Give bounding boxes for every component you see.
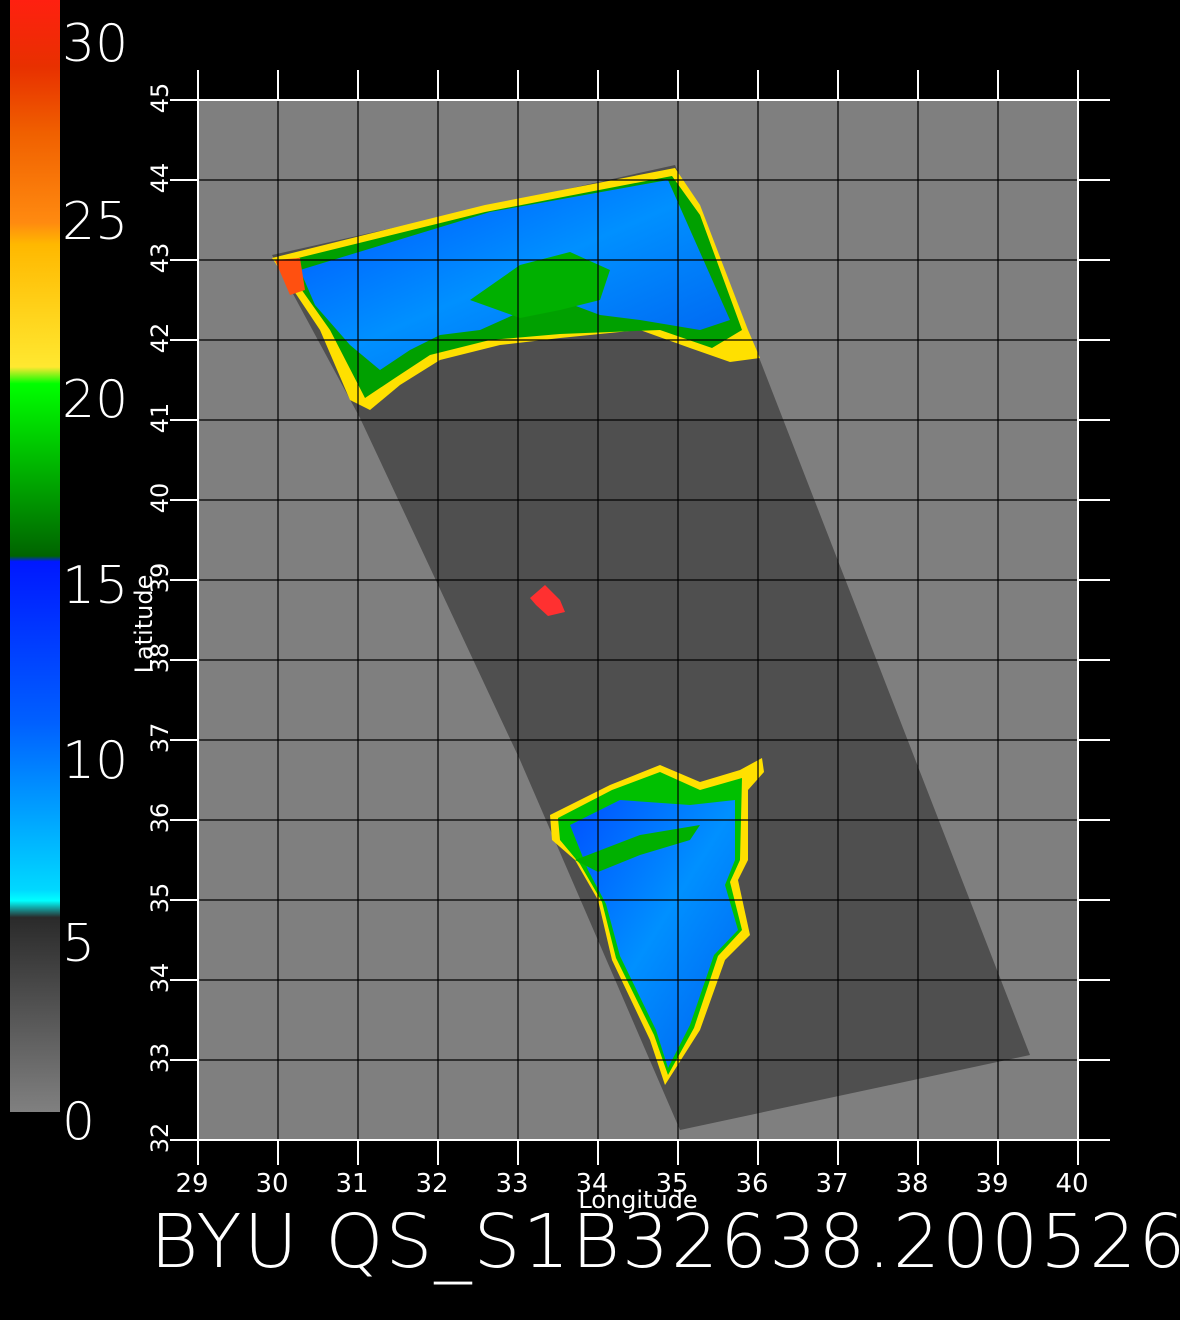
latitude-tick-label: 40 — [146, 483, 174, 514]
longitude-tick-label: 35 — [655, 1169, 688, 1199]
satellite-swath — [272, 165, 1030, 1130]
black-sea-wind-field — [272, 168, 760, 410]
latitude-tick-labels: 32 33 34 35 36 37 38 39 40 41 42 43 44 45 — [146, 83, 174, 1154]
latitude-tick-label: 36 — [146, 803, 174, 834]
mediterranean-wind-field — [550, 758, 764, 1085]
island-wind-patch — [530, 585, 565, 616]
colorbar-label-5: 5 — [62, 914, 96, 974]
longitude-tick-label: 39 — [975, 1169, 1008, 1199]
latitude-tick-label: 32 — [146, 1123, 174, 1154]
longitude-tick-label: 40 — [1055, 1169, 1088, 1199]
plot-frame — [170, 70, 1110, 1165]
latitude-tick-label: 34 — [146, 963, 174, 994]
latitude-tick-label: 39 — [146, 563, 174, 594]
y-axis-title: Latitude — [130, 575, 158, 674]
colorbar-label-15: 15 — [62, 556, 129, 616]
plot-area: 29 30 31 32 33 34 35 36 37 38 39 40 323334353637383… — [130, 70, 1110, 1214]
longitude-tick-labels: 29 30 31 32 33 34 35 36 37 38 39 40 — [175, 1169, 1088, 1199]
colorbar-label-30: 30 — [62, 14, 129, 74]
colorbar-label-20: 20 — [62, 370, 129, 430]
colorbar-label-10: 10 — [62, 731, 129, 791]
latitude-tick-label: 37 — [146, 723, 174, 754]
longitude-tick-label: 31 — [335, 1169, 368, 1199]
longitude-tick-label: 36 — [735, 1169, 768, 1199]
longitude-tick-label: 33 — [495, 1169, 528, 1199]
longitude-tick-label: 34 — [575, 1169, 608, 1199]
latitude-tick-label: 45 — [146, 83, 174, 114]
image-id-footer: BYU QS_S1B32638.200526 — [150, 1199, 1180, 1285]
latitude-tick-label: 38 — [146, 643, 174, 674]
plot-border — [197, 99, 1079, 1141]
latitude-tick-label: 41 — [146, 403, 174, 434]
colorbar-label-0: 0 — [62, 1092, 96, 1152]
longitude-tick-label: 32 — [415, 1169, 448, 1199]
colorbar-label-25: 25 — [62, 192, 129, 252]
longitude-tick-label: 37 — [815, 1169, 848, 1199]
colorbar — [10, 0, 60, 1112]
latitude-tick-label: 43 — [146, 243, 174, 274]
latitude-tick-label: 44 — [146, 163, 174, 194]
latitude-tick-label: 35 — [146, 883, 174, 914]
longitude-tick-label: 38 — [895, 1169, 928, 1199]
latitude-tick-label: 33 — [146, 1043, 174, 1074]
latitude-tick-label: 42 — [146, 323, 174, 354]
longitude-tick-label: 29 — [175, 1169, 208, 1199]
longitude-tick-label: 30 — [255, 1169, 288, 1199]
x-axis-title: Longitude — [578, 1186, 697, 1214]
